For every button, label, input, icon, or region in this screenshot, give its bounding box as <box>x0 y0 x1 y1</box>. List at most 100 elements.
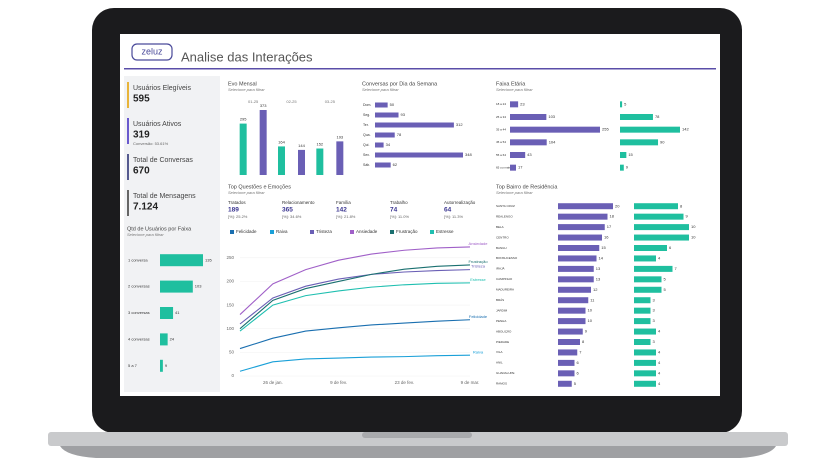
bar <box>634 297 651 304</box>
topic-label: Família <box>336 200 351 205</box>
bar <box>558 370 575 377</box>
legend-label: Ansiedade <box>356 229 378 234</box>
value-label: 4 <box>658 381 661 386</box>
value-label: 14 <box>599 256 604 261</box>
kpi-value: 319 <box>133 130 150 141</box>
chart-title: Top Questões e Emoções <box>228 184 291 190</box>
bar <box>620 152 627 158</box>
line-end-label: Ansiedade <box>469 241 489 246</box>
topic-pct: [%]: 25.2% <box>228 214 248 219</box>
kpi-accent <box>127 118 129 144</box>
bar <box>298 149 305 175</box>
value-label: 18 <box>610 214 615 219</box>
topic-label: Relacionamento <box>282 200 315 205</box>
bar <box>558 339 580 345</box>
y-tick-label: 100 <box>226 326 234 331</box>
value-label: 7 <box>675 266 678 271</box>
category-label: Dom. <box>363 103 371 107</box>
line <box>239 282 471 332</box>
line-end-label: Tristeza <box>471 264 486 269</box>
value-label: 164 <box>278 139 285 144</box>
category-label: 65 ou mais <box>496 165 511 169</box>
x-category: 03-25 <box>325 99 336 104</box>
bar <box>634 203 678 210</box>
bar <box>558 224 605 231</box>
legend-swatch <box>310 230 314 234</box>
value-label: 10 <box>691 235 696 240</box>
value-label: 142 <box>682 127 689 132</box>
category-label: BONSUCESSO <box>496 256 518 260</box>
legend-label: Tristeza <box>316 229 332 234</box>
value-label: 11 <box>590 297 595 302</box>
value-label: 10 <box>588 318 593 323</box>
value-label: 9 <box>686 214 689 219</box>
logo: zeluz <box>141 46 163 56</box>
y-tick-label: 250 <box>226 255 234 260</box>
category-label: PIEDADE <box>496 340 509 344</box>
category-label: PENHA <box>496 319 506 323</box>
chart-title: Top Bairro de Residência <box>496 184 558 190</box>
value-label: 152 <box>316 142 323 147</box>
bar <box>620 114 653 120</box>
kpi-accent <box>127 190 129 216</box>
value-label: 24 <box>170 336 175 341</box>
title: Analise das Interações <box>181 49 313 64</box>
value-label: 8 <box>582 339 585 344</box>
laptop-base <box>48 432 788 446</box>
category-label: IRAJÁ <box>496 267 505 271</box>
value-label: 103 <box>195 284 202 289</box>
value-label: 78 <box>397 132 402 137</box>
bar <box>634 370 656 377</box>
bar <box>634 255 656 262</box>
value-label: 3 <box>653 297 656 302</box>
legend-swatch <box>230 230 234 234</box>
line <box>239 246 471 315</box>
value-label: 104 <box>549 139 556 144</box>
bar <box>160 359 163 372</box>
chart-subtitle: Selecione para filtrar <box>228 190 265 195</box>
value-label: 6 <box>669 245 672 250</box>
bar <box>620 139 659 146</box>
category-label: 3 conversas <box>128 310 150 315</box>
category-label: Qui. <box>363 143 369 147</box>
bar <box>558 318 586 325</box>
kpi-value: 7.124 <box>133 202 158 213</box>
value-label: 17 <box>518 165 523 170</box>
kpi-accent <box>127 154 129 180</box>
y-tick-label: 50 <box>229 350 235 355</box>
bar <box>558 328 583 335</box>
bar <box>558 297 589 304</box>
topic-pct: [%]: 21.8% <box>336 214 356 219</box>
value-label: 135 <box>205 257 212 262</box>
bar <box>620 164 624 171</box>
category-label: 4 conversas <box>128 336 150 341</box>
value-label: 13 <box>596 276 601 281</box>
category-label: VILA <box>496 350 503 354</box>
bar <box>558 265 594 272</box>
topic-label: Tratados <box>228 200 246 205</box>
bar <box>510 152 526 158</box>
value-label: 4 <box>658 256 661 261</box>
category-label: 1 conversa <box>128 257 148 262</box>
value-label: 295 <box>240 117 247 122</box>
value-label: 20 <box>615 203 620 208</box>
bar <box>160 280 193 293</box>
value-label: 34 <box>386 142 391 147</box>
chart-subtitle: Selecione para filtrar <box>496 87 533 92</box>
value-label: 6 <box>577 370 580 375</box>
x-tick-label: 26 de jan. <box>263 380 283 385</box>
value-label: 373 <box>260 103 267 108</box>
category-label: ANIL <box>496 361 503 365</box>
x-tick-label: 23 de fev. <box>395 380 414 385</box>
bar <box>510 114 547 120</box>
category-label: 2 conversas <box>128 284 150 289</box>
value-label: 93 <box>401 112 406 117</box>
value-label: 255 <box>602 127 609 132</box>
bar <box>634 339 651 345</box>
bar <box>634 224 689 231</box>
line-end-label: Felicidade <box>469 314 488 319</box>
topic-value: 74 <box>390 207 398 214</box>
value-label: 3 <box>653 318 656 323</box>
chart-title: Faixa Etária <box>496 81 526 87</box>
